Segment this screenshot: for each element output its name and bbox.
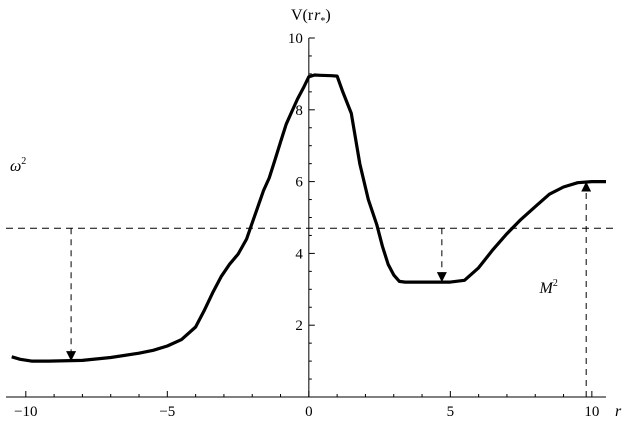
mass-squared-label: M2 [538, 278, 557, 297]
y-ticks: 2 4 6 8 10 [288, 31, 315, 380]
x-tick-label: 0 [305, 404, 313, 420]
y-tick-label: 2 [295, 318, 303, 334]
y-tick-label: 6 [295, 175, 303, 191]
axes: −10 −5 0 5 10 2 4 6 8 10 [6, 31, 606, 420]
y-tick-label: 4 [295, 246, 303, 262]
omega-squared-label: ω2 [10, 156, 26, 175]
x-tick-label: −10 [14, 404, 37, 420]
x-ticks: −10 −5 0 5 10 [14, 391, 599, 420]
potential-curve [11, 73, 606, 363]
x-tick-label: 10 [584, 404, 599, 420]
x-tick-label: 5 [447, 404, 455, 420]
y-tick-label: 10 [288, 31, 303, 47]
x-tick-label: −5 [159, 404, 175, 420]
y-tick-label: 8 [295, 103, 303, 119]
arrows [66, 181, 592, 397]
y-axis-title: V(rr*) [291, 7, 331, 27]
x-axis-title: r [615, 403, 622, 420]
